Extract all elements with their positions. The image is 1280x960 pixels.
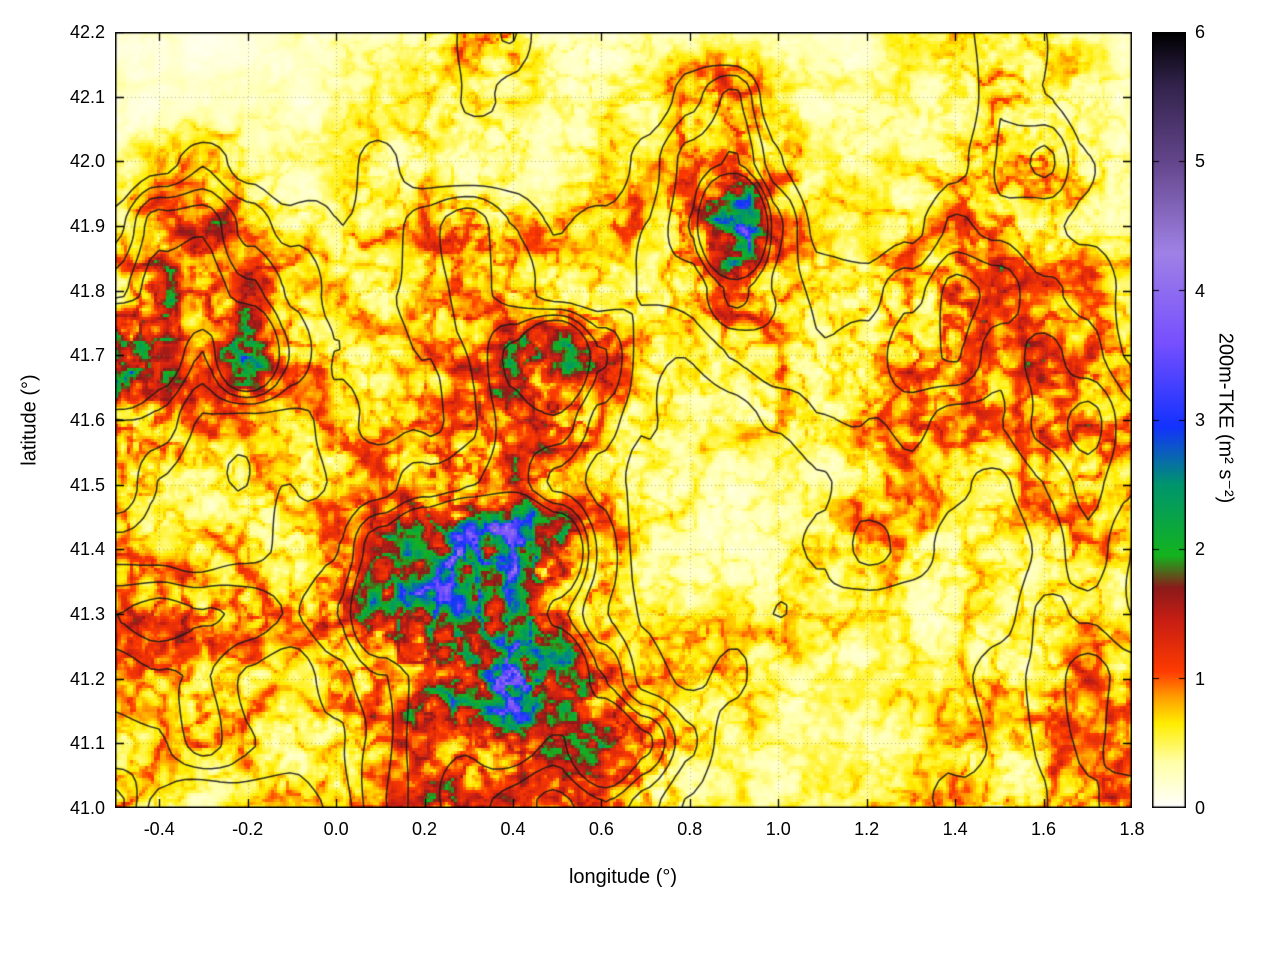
colorbar-tick-label: 5 — [1195, 151, 1206, 172]
colorbar-tick-label: 4 — [1195, 280, 1206, 301]
x-tick-label: 1.4 — [942, 819, 968, 839]
x-tick-label: -0.4 — [143, 819, 175, 839]
y-tick-label: 41.0 — [69, 798, 105, 818]
y-tick-label: 41.2 — [69, 668, 105, 689]
y-tick-label: 42.1 — [69, 86, 105, 107]
colorbar-tick-label: 6 — [1195, 22, 1206, 42]
x-tick-label: 0.6 — [588, 819, 614, 839]
x-tick-label: -0.2 — [232, 819, 264, 839]
y-tick-label: 42.2 — [69, 22, 105, 42]
colorbar-tick-label: 3 — [1195, 410, 1206, 430]
y-tick-label: 41.9 — [69, 216, 105, 236]
x-axis-label: longitude (°) — [568, 866, 678, 888]
x-tick-label: 1.2 — [854, 819, 880, 839]
y-tick-label: 41.6 — [69, 410, 105, 430]
x-tick-label: 0.8 — [677, 819, 703, 839]
y-tick-label: 41.4 — [69, 539, 105, 560]
x-tick-label: 1.8 — [1119, 819, 1145, 839]
x-tick-label: 0.4 — [500, 819, 526, 839]
y-tick-label: 41.7 — [69, 345, 105, 366]
x-tick-label: 1.0 — [765, 819, 791, 839]
y-tick-label: 42.0 — [69, 151, 105, 172]
y-tick-label: 41.8 — [69, 280, 105, 301]
y-tick-label: 41.3 — [69, 604, 105, 624]
colorbar-tick-label: 2 — [1195, 539, 1206, 560]
y-tick-label: 41.5 — [69, 474, 105, 495]
colorbar-tick-label: 1 — [1195, 668, 1206, 689]
heatmap-plot-canvas — [115, 32, 1132, 808]
x-tick-label: 0.2 — [412, 819, 438, 839]
colorbar-tick-label: 0 — [1195, 798, 1206, 818]
x-tick-label: 1.6 — [1031, 819, 1057, 839]
y-tick-label: 41.1 — [69, 733, 105, 754]
colorbar-canvas — [1152, 32, 1186, 808]
x-tick-label: 0.0 — [323, 819, 349, 839]
